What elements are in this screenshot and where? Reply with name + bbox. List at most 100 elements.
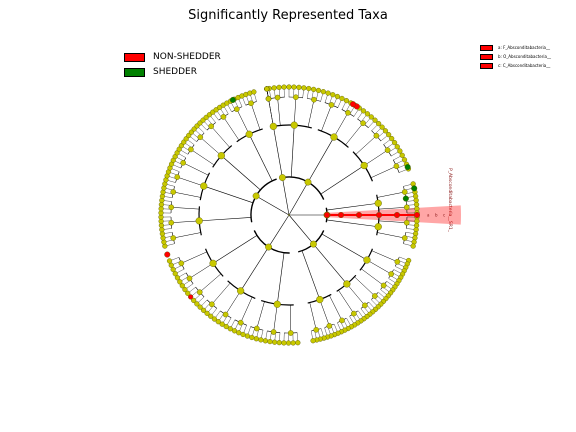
tree-node <box>227 326 233 332</box>
tree-node <box>343 98 350 104</box>
tree-branch <box>277 97 281 126</box>
tree-branch <box>282 177 290 216</box>
tree-node <box>188 294 194 300</box>
clade-legend-swatch-c <box>480 62 493 69</box>
tree-node <box>281 340 287 346</box>
tree-node <box>363 256 371 264</box>
tree-node <box>403 204 410 211</box>
tree-branch <box>236 109 250 135</box>
tree-branch <box>173 232 201 239</box>
tree-branch <box>321 104 332 132</box>
tree-branch <box>240 246 269 292</box>
tree-node <box>338 211 345 218</box>
tree-node <box>208 313 214 319</box>
clade-legend-item-a: a: F_Absconditabacteria__ <box>480 44 550 51</box>
tree-node <box>310 240 317 248</box>
tree-node <box>373 132 380 139</box>
legend-swatch-shedder <box>124 67 145 77</box>
tree-branch <box>177 176 204 187</box>
tree-node <box>237 287 245 295</box>
tree-branch <box>319 299 330 326</box>
clade-letter: b <box>435 213 438 218</box>
tree-node <box>279 174 286 181</box>
tree-node <box>394 211 401 218</box>
tree-node <box>276 340 282 346</box>
tree-node <box>244 333 251 339</box>
tree-node <box>379 124 385 130</box>
tree-node <box>254 325 260 332</box>
tree-node <box>168 262 174 268</box>
tree-branch <box>190 149 215 166</box>
tree-node <box>310 338 316 344</box>
tree-node <box>291 84 297 90</box>
tree-branch <box>268 98 274 127</box>
tree-branch <box>321 233 368 261</box>
tree-node <box>222 311 229 318</box>
tree-branch <box>276 252 285 305</box>
tree-branch <box>211 282 231 305</box>
tree-node <box>245 130 253 138</box>
tree-node <box>274 94 281 101</box>
tree-node <box>281 84 287 90</box>
tree-node <box>249 334 255 341</box>
tree-node <box>313 327 320 333</box>
tree-node <box>180 160 186 166</box>
tree-node <box>376 211 383 218</box>
tree-node <box>414 211 421 218</box>
tree-node <box>286 84 292 90</box>
tree-node <box>306 85 312 92</box>
tree-node <box>197 304 203 310</box>
tree-branch <box>355 135 377 155</box>
tree-node <box>191 297 197 304</box>
clade-letter: a <box>427 213 430 218</box>
clade-letter: c <box>443 213 445 218</box>
tree-node <box>350 101 357 108</box>
tree-branch <box>309 302 317 330</box>
tree-branch <box>307 99 315 128</box>
tree-node <box>389 135 395 142</box>
tree-node <box>185 290 191 296</box>
tree-node <box>168 219 175 226</box>
legend-swatch-non-shedder <box>124 52 145 62</box>
tree-node <box>320 89 326 95</box>
tree-node <box>401 157 408 163</box>
tree-node <box>288 214 290 216</box>
tree-node <box>174 174 181 180</box>
tree-node <box>287 330 294 336</box>
tree-node <box>382 128 389 134</box>
tree-branch <box>338 290 355 314</box>
tree-branch <box>377 232 405 239</box>
tree-node <box>362 302 368 309</box>
tree-node <box>200 182 208 190</box>
tree-branch <box>370 165 397 178</box>
tree-branch <box>212 235 258 264</box>
tree-node <box>253 336 259 342</box>
tree-branch <box>320 165 365 195</box>
tree-node <box>211 316 218 322</box>
tree-node <box>252 192 260 200</box>
tree-node <box>200 307 207 313</box>
tree-node <box>343 280 351 288</box>
tree-node <box>301 85 307 91</box>
tree-node <box>168 204 175 211</box>
tree-node <box>231 328 238 334</box>
clade-legend-label-b: b: O_Absconditabacteria__ <box>498 54 551 59</box>
tree-node <box>219 321 225 327</box>
tree-node <box>182 286 188 293</box>
clade-legend-item-c: c: C_Absconditabacteria__ <box>480 62 550 69</box>
tree-node <box>177 279 183 285</box>
legend-label-non-shedder: NON-SHEDDER <box>153 52 221 62</box>
tree-branch <box>183 162 209 176</box>
tree-node <box>217 152 225 160</box>
tree-branch <box>293 97 297 126</box>
clade-legend-label-c: c: C_Absconditabacteria__ <box>498 63 551 68</box>
tree-node <box>197 134 204 140</box>
tree-branch <box>268 214 290 248</box>
tree-node <box>311 96 317 103</box>
tree-node <box>172 271 178 277</box>
tree-node <box>293 94 299 100</box>
tree-branch <box>326 219 379 228</box>
tree-node <box>296 84 302 90</box>
